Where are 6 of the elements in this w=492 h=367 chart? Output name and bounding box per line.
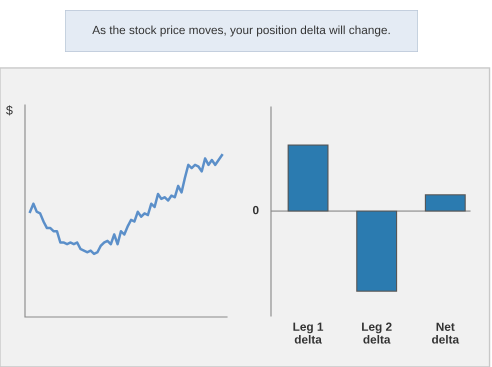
x-tick-label: Leg 2 delta: [362, 322, 392, 344]
text: 0: [252, 206, 259, 214]
x-tick-label: Net delta: [432, 322, 460, 344]
y-axis-title: $: [6, 105, 13, 116]
text: As the stock price moves, your position delta will change.: [92, 26, 390, 36]
x-tick-label: Leg 1 delta: [293, 322, 324, 344]
